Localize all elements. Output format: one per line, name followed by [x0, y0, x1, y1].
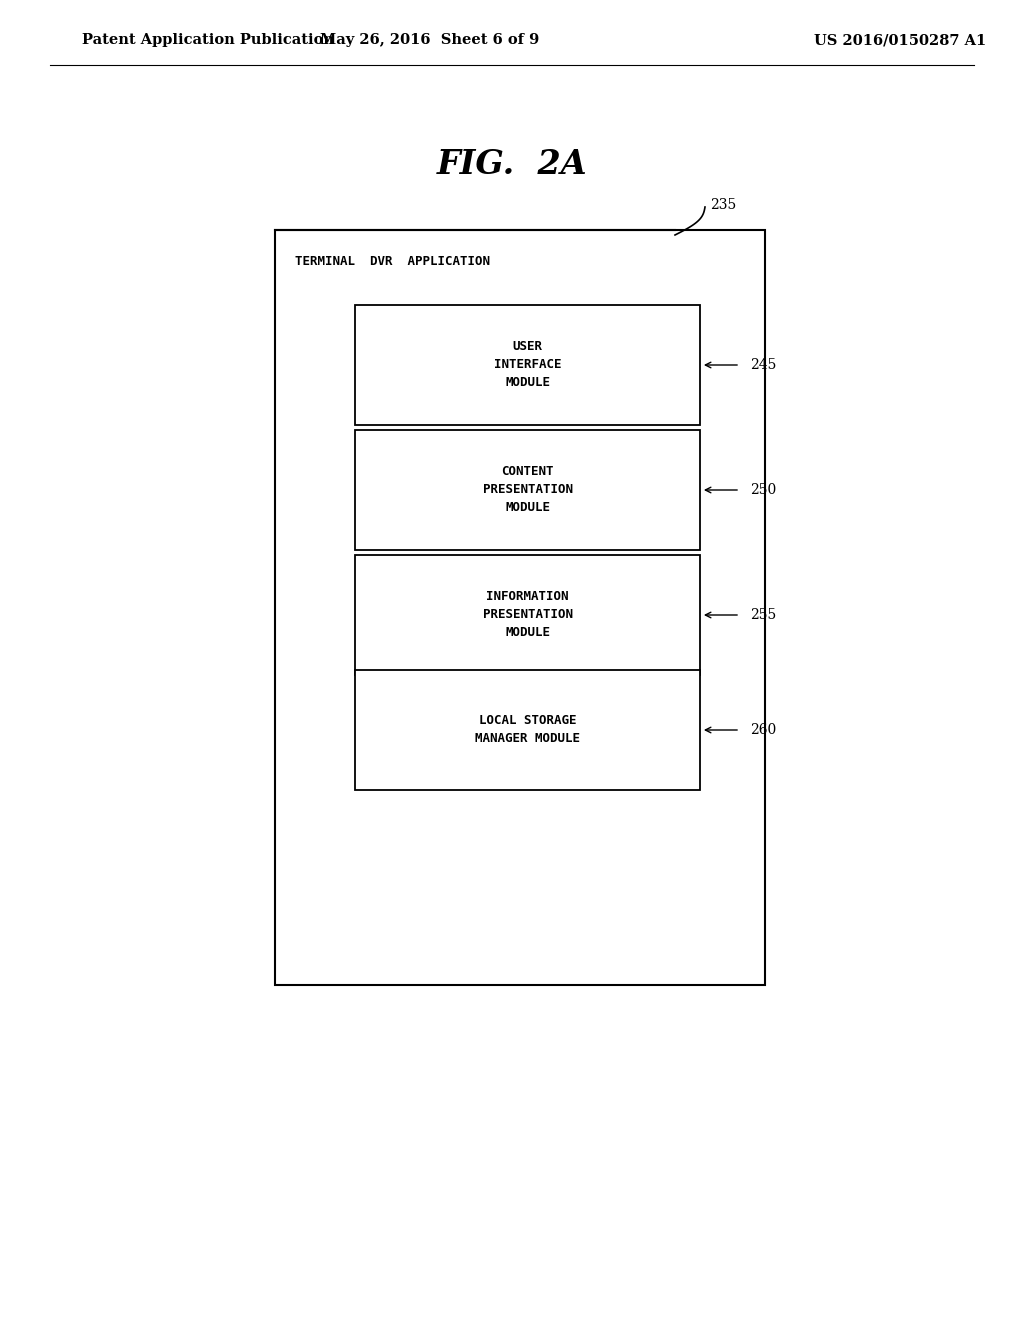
Text: 260: 260 [750, 723, 776, 737]
Bar [275, 230, 765, 985]
Bar [355, 430, 700, 550]
Text: FIG.  2A: FIG. 2A [436, 149, 588, 181]
Bar [355, 671, 700, 789]
Text: US 2016/0150287 A1: US 2016/0150287 A1 [814, 33, 986, 48]
Text: Patent Application Publication: Patent Application Publication [82, 33, 334, 48]
Text: 245: 245 [750, 358, 776, 372]
Text: LOCAL STORAGE
MANAGER MODULE: LOCAL STORAGE MANAGER MODULE [475, 714, 580, 746]
Text: TERMINAL  DVR  APPLICATION: TERMINAL DVR APPLICATION [295, 255, 490, 268]
Text: USER
INTERFACE
MODULE: USER INTERFACE MODULE [494, 341, 561, 389]
Text: CONTENT
PRESENTATION
MODULE: CONTENT PRESENTATION MODULE [482, 466, 572, 515]
Text: May 26, 2016  Sheet 6 of 9: May 26, 2016 Sheet 6 of 9 [321, 33, 540, 48]
Bar [355, 554, 700, 675]
Text: 250: 250 [750, 483, 776, 498]
Bar [355, 305, 700, 425]
Text: 235: 235 [710, 198, 736, 213]
Text: 255: 255 [750, 609, 776, 622]
Text: INFORMATION
PRESENTATION
MODULE: INFORMATION PRESENTATION MODULE [482, 590, 572, 639]
